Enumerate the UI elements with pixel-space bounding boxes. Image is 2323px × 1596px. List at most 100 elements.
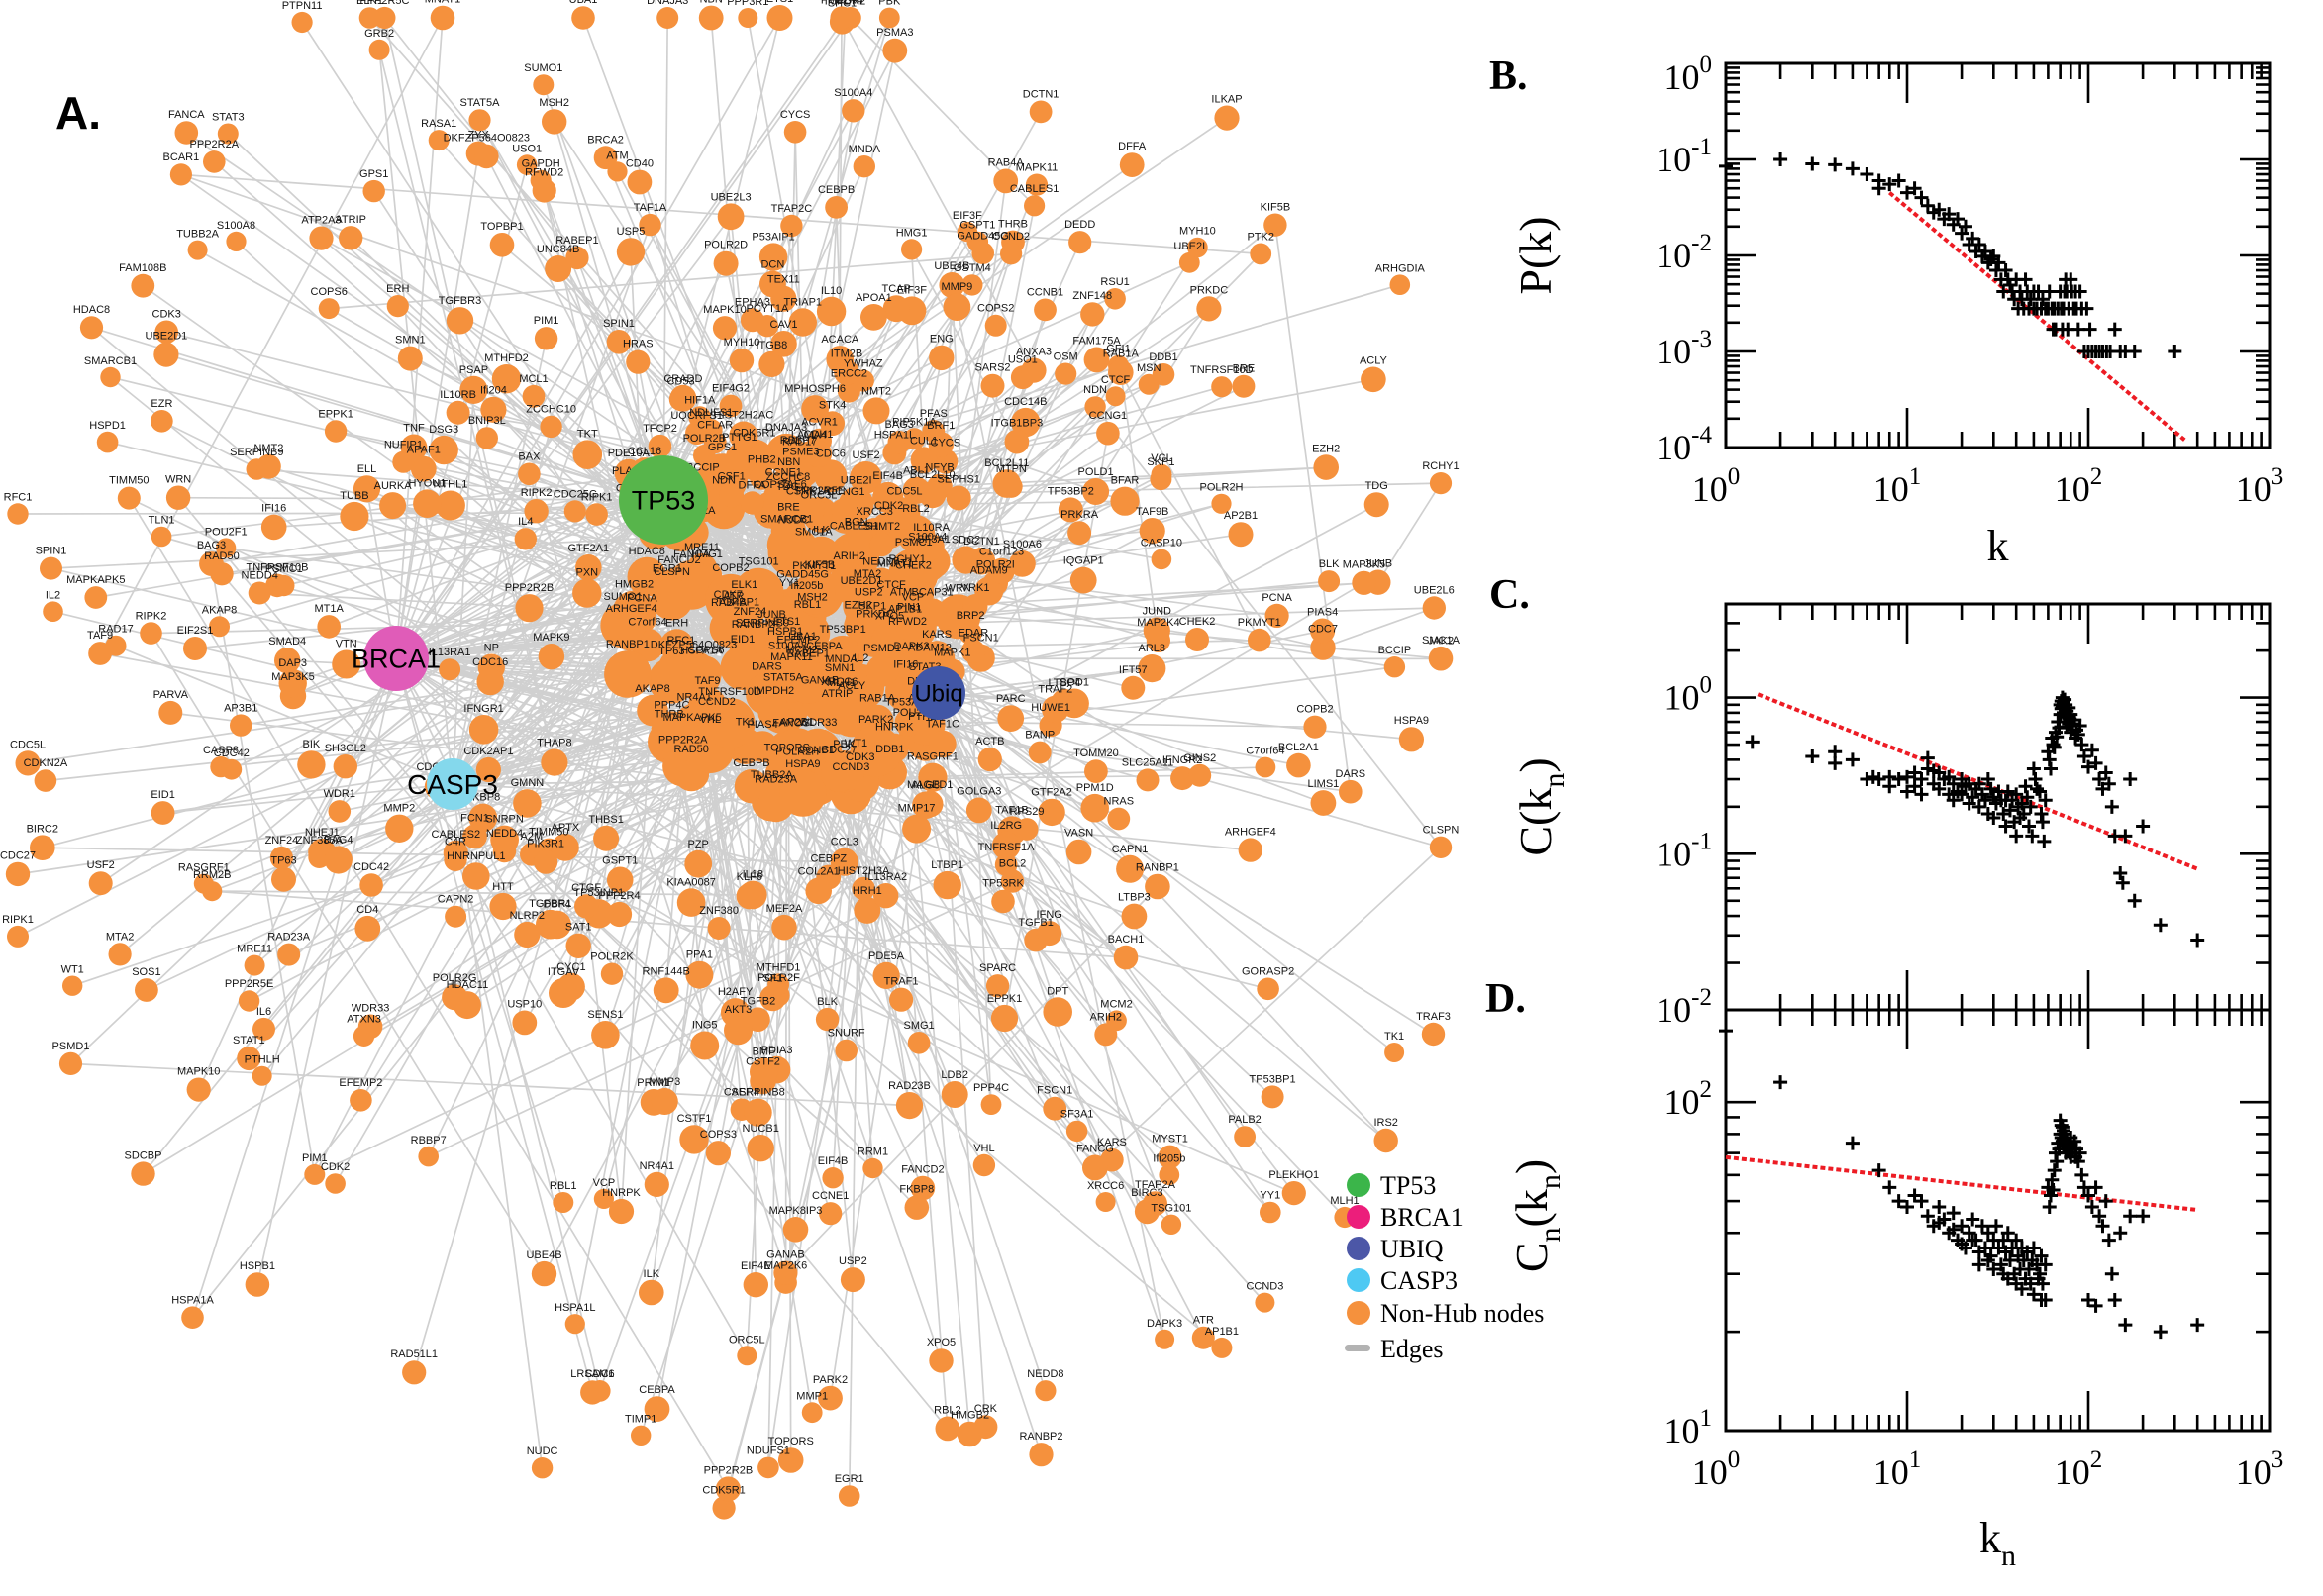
network-edge xyxy=(150,616,814,635)
data-point xyxy=(1914,787,1929,802)
network-node-label: HRH1 xyxy=(853,885,882,897)
network-node-labels: MNDA Ifi205b ZNF24 USF2 BCCIP WDR33 POLR2H MNAT… xyxy=(0,0,1461,1496)
network-node xyxy=(476,667,504,696)
network-node xyxy=(1094,1023,1118,1047)
network-node-label: TRAF3 xyxy=(1416,1011,1451,1023)
network-node-label: MSH2 xyxy=(539,97,569,109)
network-node-label: ELK1 xyxy=(731,579,758,591)
network-node xyxy=(960,639,986,663)
network-node xyxy=(676,888,706,917)
network-node-label: TKT xyxy=(577,428,598,440)
network-node-label: CSF1 xyxy=(718,471,746,483)
network-node xyxy=(946,485,971,511)
network-node-label: ZNF148 xyxy=(1072,290,1112,302)
network-node-label: MLH1 xyxy=(827,677,856,689)
network-node xyxy=(538,644,565,670)
network-node xyxy=(542,109,567,135)
network-node-label: UBA1 xyxy=(788,631,817,643)
network-node xyxy=(1281,1181,1306,1206)
fit-line xyxy=(1725,1154,2198,1213)
network-node xyxy=(181,1306,204,1329)
network-node-label: MMP3 xyxy=(649,1076,680,1088)
network-node-label: SENS1 xyxy=(587,1009,623,1021)
nonhub-swatch-icon xyxy=(1347,1301,1370,1325)
network-node xyxy=(873,883,899,909)
network-node xyxy=(961,274,983,296)
network-node-label: NUCB1 xyxy=(743,1123,779,1135)
network-node-label: EPPK1 xyxy=(987,993,1022,1005)
network-node xyxy=(1065,1120,1088,1143)
network-node-label: SMN1 xyxy=(825,662,856,674)
network-node xyxy=(1105,386,1126,407)
network-node xyxy=(1188,763,1212,787)
network-node xyxy=(852,876,875,901)
network-node-label: EIF4G2 xyxy=(712,383,750,395)
network-node-label: POLR2H xyxy=(1199,482,1243,494)
network-node-label: UBE2L3 xyxy=(711,191,752,203)
network-node-label: S100A8 xyxy=(768,641,807,652)
network-edge xyxy=(109,376,751,898)
data-point xyxy=(2044,761,2059,776)
network-node-label: MAPKAPK5 xyxy=(66,574,125,586)
network-node xyxy=(536,909,565,940)
network-node-label: MAP2K6 xyxy=(764,1259,807,1271)
network-node-label: CEBPB xyxy=(733,757,769,769)
network-node-label: PSMD1 xyxy=(52,1041,90,1052)
network-node-label: AP1B1 xyxy=(1205,1326,1239,1338)
network-node-label: SOD1 xyxy=(1060,677,1089,689)
network-node xyxy=(959,621,982,646)
tick-label: 100 xyxy=(1665,51,1713,97)
network-node-label: STAT3 xyxy=(212,112,245,124)
network-node-label: HTT xyxy=(492,881,514,893)
network-node-label: RRM1 xyxy=(858,1147,888,1158)
network-node xyxy=(767,973,790,996)
network-node-label: CDC7 xyxy=(1308,623,1338,635)
network-node-label: ATRIP xyxy=(335,214,366,226)
network-node xyxy=(1159,1164,1180,1186)
network-node-label: SMN1 xyxy=(395,335,426,347)
network-node xyxy=(564,1314,585,1335)
network-node-label: MSN xyxy=(1137,362,1162,374)
network-node xyxy=(786,659,831,704)
network-node-label: ARIH2 xyxy=(1090,1011,1122,1023)
network-node-label: PKMYT1 xyxy=(1238,617,1281,629)
network-node xyxy=(489,892,517,921)
tick-labels: 100 10-1 10-2 xyxy=(1656,672,1712,1030)
network-node xyxy=(1055,362,1077,385)
network-node-label: PPP2R2A xyxy=(190,139,240,150)
network-node-label: EGR1 xyxy=(653,563,682,575)
network-node xyxy=(158,700,183,725)
network-node xyxy=(991,889,1015,914)
network-node-label: S100A4 xyxy=(834,87,872,99)
network-node-label: COPB2 xyxy=(712,562,749,574)
network-node-label: CCND2 xyxy=(698,696,736,708)
network-node xyxy=(1043,997,1072,1027)
network-edge xyxy=(1274,224,1352,793)
data-point xyxy=(2118,1318,2133,1333)
network-node-label: GINS2 xyxy=(1183,752,1216,764)
network-node xyxy=(724,1016,753,1046)
network-node xyxy=(918,762,948,792)
legend-item-tp53: TP53 xyxy=(1347,1171,1436,1200)
network-node xyxy=(5,861,31,887)
network-node xyxy=(572,578,602,608)
network-node xyxy=(758,350,785,377)
network-node xyxy=(353,1025,375,1047)
network-node xyxy=(245,1272,270,1297)
network-edge xyxy=(256,657,397,1286)
network-edge xyxy=(328,252,1012,310)
network-node xyxy=(199,551,224,576)
network-node xyxy=(468,715,499,745)
network-node-label: DEDD xyxy=(1064,219,1095,231)
network-node-label: HRAS xyxy=(623,339,654,350)
network-node-label: HDAC11 xyxy=(447,979,489,991)
network-edge xyxy=(1119,371,1160,642)
network-node-label: RAD17 xyxy=(782,436,817,448)
network-node xyxy=(929,345,955,371)
data-point xyxy=(2113,866,2128,881)
network-node-label: PIAS4 xyxy=(748,719,778,731)
network-node xyxy=(814,459,848,493)
network-node-label: FANCD2 xyxy=(657,554,700,566)
network-node xyxy=(933,870,961,900)
